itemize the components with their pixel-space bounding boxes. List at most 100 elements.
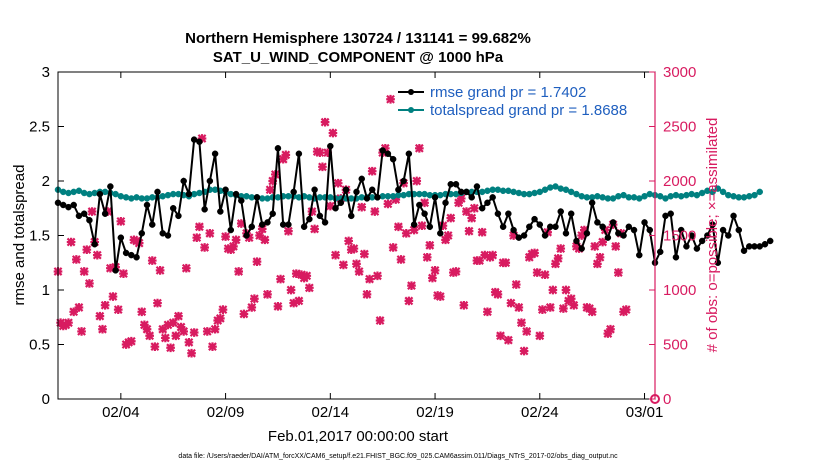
obs-marker — [349, 244, 359, 253]
obs-marker — [268, 176, 278, 186]
obs-marker — [85, 279, 94, 288]
y-left-tick-label: 2.5 — [29, 119, 50, 136]
obs-marker — [425, 240, 435, 250]
obs-marker — [273, 301, 283, 311]
obs-marker — [566, 294, 576, 304]
obs-marker — [522, 327, 532, 336]
data-point — [672, 254, 680, 261]
data-point — [416, 201, 423, 209]
obs-marker — [446, 213, 456, 223]
obs-marker — [179, 327, 189, 336]
obs-marker — [422, 252, 432, 262]
obs-marker — [260, 235, 270, 245]
obs-marker — [501, 258, 511, 268]
data-point — [510, 188, 517, 196]
y-left-tick-label: 2 — [42, 173, 50, 190]
obs-marker — [420, 198, 429, 208]
obs-marker — [208, 342, 217, 352]
obs-marker — [593, 259, 602, 269]
data-point — [248, 223, 256, 231]
x-tick-label: 03/01 — [626, 404, 664, 421]
data-point — [306, 215, 313, 223]
obs-marker — [475, 256, 484, 265]
data-point — [714, 185, 722, 192]
obs-marker — [195, 222, 204, 232]
y-right-tick-label: 2500 — [663, 119, 696, 136]
obs-marker — [289, 298, 299, 308]
obs-marker — [394, 222, 403, 232]
data-point — [405, 150, 413, 157]
data-point — [311, 186, 318, 193]
data-point — [761, 240, 769, 248]
obs-marker — [409, 225, 419, 235]
y-right-tick-label: 3000 — [663, 64, 696, 81]
obs-marker — [412, 176, 422, 186]
data-point — [437, 230, 444, 237]
data-point — [149, 221, 156, 228]
series-rmse — [54, 136, 774, 274]
obs-marker — [137, 307, 147, 317]
obs-marker — [77, 327, 86, 336]
data-point — [389, 155, 397, 163]
data-point — [688, 232, 695, 239]
data-point — [143, 201, 151, 209]
obs-marker — [103, 207, 113, 216]
data-point — [96, 190, 104, 198]
obs-marker — [606, 324, 615, 334]
legend-entry: rmse grand pr = 1.7402 — [430, 84, 586, 101]
data-point — [327, 194, 334, 201]
obs-marker — [281, 150, 291, 160]
data-point — [541, 232, 549, 239]
data-point — [264, 219, 271, 226]
data-point — [620, 232, 627, 239]
data-point — [531, 189, 538, 197]
obs-marker — [417, 221, 427, 231]
data-point — [756, 188, 763, 196]
obs-marker — [354, 267, 364, 276]
obs-marker — [158, 324, 168, 334]
obs-marker — [373, 271, 382, 281]
obs-marker — [74, 303, 84, 312]
obs-marker — [456, 194, 466, 203]
data-point — [609, 219, 617, 226]
data-point — [599, 194, 606, 201]
data-point — [667, 193, 674, 200]
obs-marker — [187, 348, 196, 358]
data-point — [636, 251, 643, 259]
data-point — [395, 186, 402, 193]
data-point — [269, 210, 276, 217]
obs-marker — [454, 198, 463, 208]
obs-marker — [556, 244, 566, 253]
y-right-tick-label: 1500 — [663, 228, 696, 245]
data-point — [185, 190, 193, 198]
data-point — [421, 210, 428, 217]
data-point — [463, 188, 470, 196]
obs-marker — [496, 331, 505, 341]
obs-marker — [257, 224, 267, 234]
data-point — [452, 181, 460, 188]
obs-marker — [509, 231, 518, 240]
obs-marker — [404, 296, 414, 306]
obs-marker — [362, 289, 372, 299]
obs-marker — [339, 260, 348, 270]
data-point — [227, 226, 235, 234]
data-point — [510, 226, 517, 234]
obs-marker — [535, 331, 545, 341]
obs-marker — [294, 296, 304, 306]
obs-marker — [320, 117, 330, 127]
data-point — [421, 190, 428, 198]
data-point — [389, 193, 397, 200]
obs-marker — [587, 307, 597, 317]
obs-marker — [414, 143, 424, 153]
data-point — [740, 194, 748, 201]
data-point — [725, 191, 732, 199]
data-point — [719, 226, 727, 234]
data-point — [709, 188, 716, 196]
data-point — [484, 187, 491, 195]
obs-marker — [291, 269, 301, 279]
obs-marker — [611, 242, 621, 251]
data-point — [86, 190, 93, 198]
series-totalspread — [54, 183, 763, 202]
data-point — [573, 237, 580, 245]
